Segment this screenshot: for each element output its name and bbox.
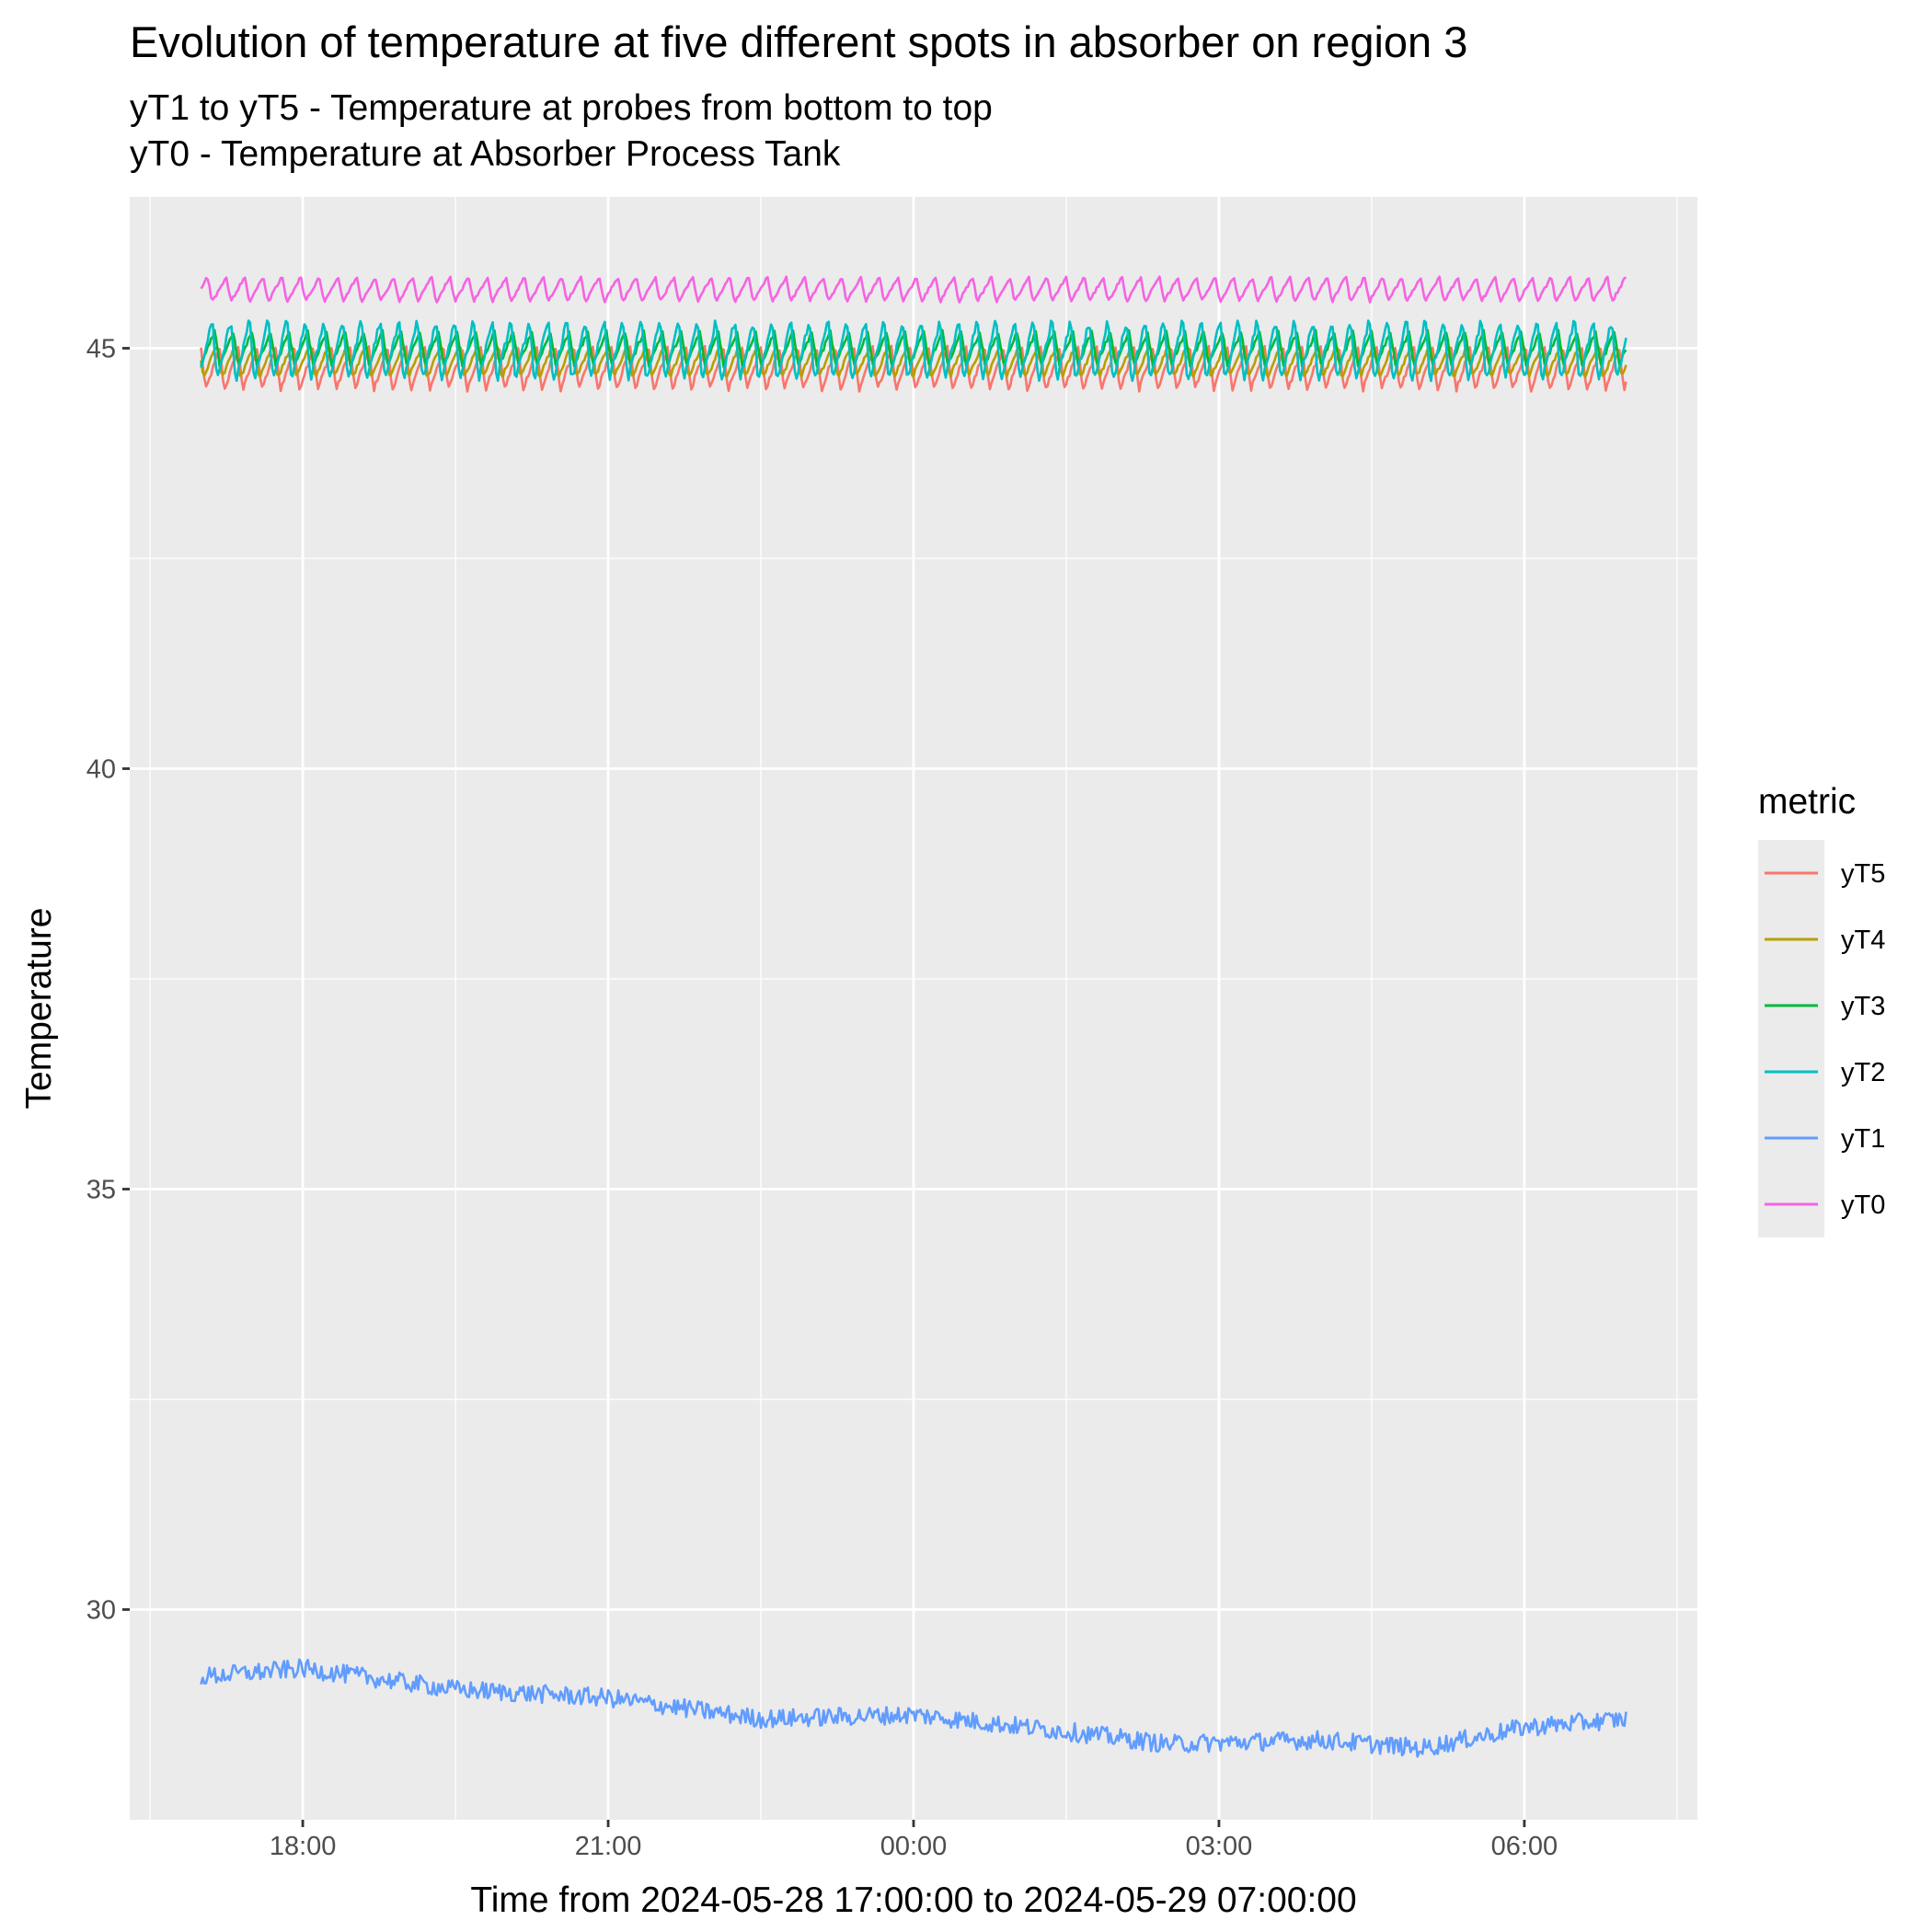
series-lines [200, 275, 1627, 1758]
x-tick-label: 03:00 [1186, 1832, 1253, 1861]
series-line-yT0 [200, 275, 1627, 304]
legend-label-yT1: yT1 [1841, 1124, 1885, 1154]
chart-subtitle-line-2: yT0 - Temperature at Absorber Process Ta… [130, 134, 841, 174]
y-axis-title: Temperature [19, 908, 59, 1110]
legend-label-yT4: yT4 [1841, 926, 1885, 955]
legend-key-background [1758, 840, 1824, 1237]
x-tick-label: 21:00 [575, 1832, 642, 1861]
y-axis: 30 35 40 45 [86, 335, 130, 1626]
legend-label-yT2: yT2 [1841, 1058, 1885, 1087]
legend-title: metric [1758, 782, 1856, 822]
chart-title: Evolution of temperature at five differe… [130, 17, 1467, 66]
x-axis-title: Time from 2024-05-28 17:00:00 to 2024-05… [470, 1880, 1356, 1920]
legend-label-yT3: yT3 [1841, 992, 1885, 1021]
x-tick-label: 18:00 [270, 1832, 337, 1861]
y-tick-label: 30 [86, 1596, 116, 1626]
x-axis: 18:00 21:00 00:00 03:00 06:00 [270, 1820, 1558, 1861]
y-tick-label: 40 [86, 755, 116, 785]
y-tick-label: 35 [86, 1176, 116, 1205]
x-tick-label: 06:00 [1491, 1832, 1558, 1861]
major-gridlines [130, 197, 1697, 1820]
chart-subtitle-line-1: yT1 to yT5 - Temperature at probes from … [130, 88, 993, 128]
legend: metric yT5 yT4 yT3 yT2 yT1 yT0 [1758, 782, 1885, 1237]
series-line-yT2 [200, 319, 1627, 383]
y-tick-label: 45 [86, 335, 116, 364]
series-line-yT1 [200, 1658, 1627, 1758]
x-tick-label: 00:00 [880, 1832, 948, 1861]
legend-label-yT5: yT5 [1841, 859, 1885, 889]
legend-label-yT0: yT0 [1841, 1190, 1885, 1220]
